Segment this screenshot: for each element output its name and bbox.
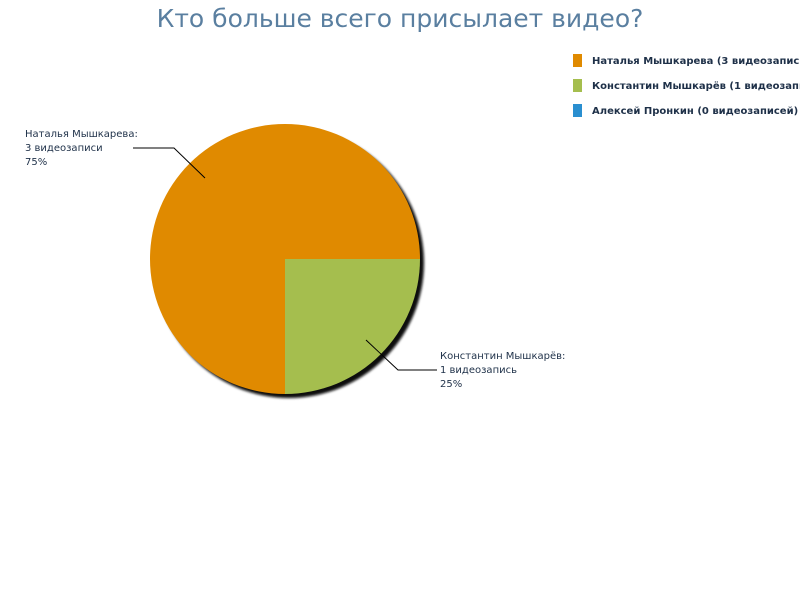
pie-leader-line-1 [365,339,437,371]
pie-slice-1[interactable] [285,259,420,394]
legend-label-0: Наталья Мышкарева (3 видеозаписи) [592,56,800,67]
legend-label-1: Константин Мышкарёв (1 видеозапись) [592,80,800,92]
legend-swatch-1 [573,79,582,92]
legend-label-2: Алексей Пронкин (0 видеозаписей) [592,106,798,117]
chart-title: Кто больше всего присылает видео? [156,4,644,33]
legend-swatch-2 [573,104,582,117]
legend-swatch-0 [573,54,582,67]
pie-label-1: Константин Мышкарёв: 1 видеозапись 25% [440,351,565,390]
pie-leader-line-0 [133,147,206,179]
pie-label-0: Наталья Мышкарева: 3 видеозаписи 75% [25,129,138,168]
